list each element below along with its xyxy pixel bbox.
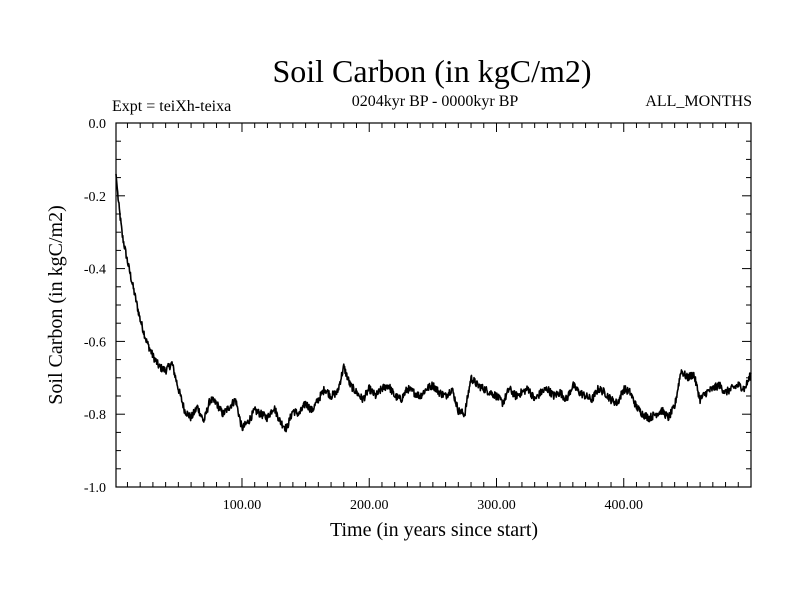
y-tick-label: -0.4 <box>84 263 106 278</box>
x-axis-label: Time (in years since start) <box>330 519 538 541</box>
soil-carbon-line <box>115 173 752 433</box>
tick-labels: 100.00 200.00 300.00 400.00 0.0 -0.2 -0.4 -0.6 -… <box>84 117 643 513</box>
x-tick-label: 400.00 <box>604 498 643 513</box>
x-tick-label: 200.00 <box>350 498 389 513</box>
y-tick-label: 0.0 <box>89 117 107 132</box>
experiment-label: Expt = teiXh-teixa <box>112 98 231 115</box>
x-tick-label: 100.00 <box>223 498 262 513</box>
chart-title: Soil Carbon (in kgC/m2) <box>272 53 591 89</box>
x-tick-label: 300.00 <box>477 498 516 513</box>
plot-frame <box>115 122 752 488</box>
months-label: ALL_MONTHS <box>645 93 752 110</box>
y-tick-label: -0.2 <box>84 190 106 205</box>
y-tick-label: -0.8 <box>84 408 106 423</box>
y-tick-label: -0.6 <box>84 335 106 350</box>
period-label: 0204kyr BP - 0000kyr BP <box>352 93 519 110</box>
axis-ticks <box>116 123 751 487</box>
y-tick-label: -1.0 <box>84 481 106 496</box>
y-axis-label: Soil Carbon (in kgC/m2) <box>45 205 67 404</box>
